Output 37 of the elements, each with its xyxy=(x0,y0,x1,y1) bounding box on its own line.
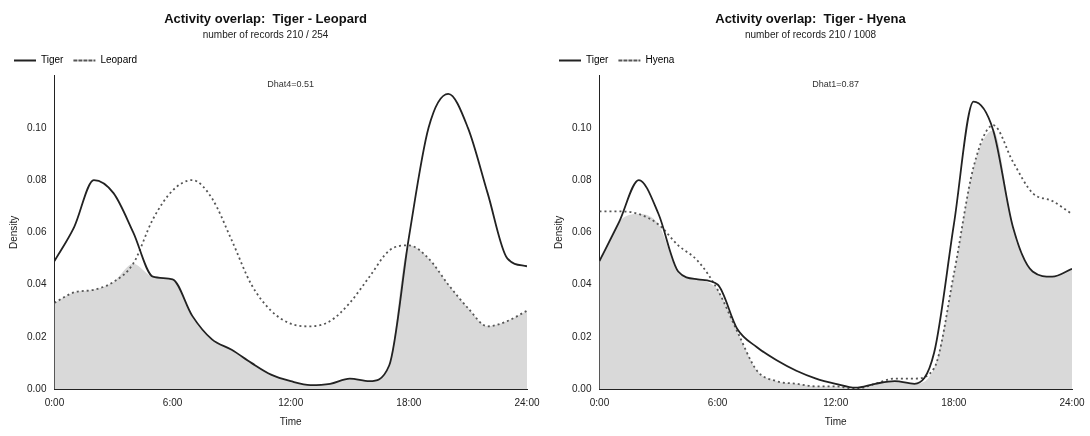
x-tick-label: 24:00 xyxy=(1059,396,1085,408)
y-tick-label: 0.04 xyxy=(26,278,47,290)
y-tick-label: 0.00 xyxy=(26,382,47,394)
x-tick-label: 12:00 xyxy=(823,396,849,408)
chart-subtitle: number of records 210 / 254 xyxy=(202,29,329,41)
y-tick-label: 0.08 xyxy=(26,173,47,185)
line-series xyxy=(54,179,527,328)
y-tick-label: 0.10 xyxy=(26,121,47,133)
y-tick-label: 0.02 xyxy=(571,330,592,342)
x-tick-label: 18:00 xyxy=(941,396,967,408)
x-tick-label: 18:00 xyxy=(396,396,422,408)
legend-label: Tiger xyxy=(586,54,610,66)
y-axis-title: Density xyxy=(552,215,564,249)
x-tick-label: 6:00 xyxy=(162,396,183,408)
legend-label: Leopard xyxy=(100,54,138,66)
y-tick-label: 0.00 xyxy=(571,382,592,394)
y-tick-label: 0.08 xyxy=(571,173,592,185)
x-tick-label: 0:00 xyxy=(589,396,610,408)
y-tick-label: 0.04 xyxy=(571,278,592,290)
x-tick-label: 6:00 xyxy=(707,396,728,408)
legend-label: Hyena xyxy=(645,54,675,66)
x-tick-label: 24:00 xyxy=(514,396,540,408)
chart-title: Activity overlap: Tiger - Hyena xyxy=(715,11,907,27)
y-tick-label: 0.02 xyxy=(26,330,47,342)
x-tick-label: 12:00 xyxy=(278,396,304,408)
y-tick-label: 0.06 xyxy=(571,226,592,238)
x-axis-title: Time xyxy=(824,415,848,427)
legend-label: Tiger xyxy=(41,54,65,66)
y-tick-label: 0.06 xyxy=(26,226,47,238)
y-axis-title: Density xyxy=(7,215,19,249)
annotation: Dhat1=0.87 xyxy=(812,78,860,89)
chart-title: Activity overlap: Tiger - Leopard xyxy=(164,11,367,27)
x-tick-label: 0:00 xyxy=(44,396,65,408)
annotation: Dhat4=0.51 xyxy=(267,78,315,89)
y-tick-label: 0.10 xyxy=(571,121,592,133)
chart-subtitle: number of records 210 / 1008 xyxy=(744,29,877,41)
x-axis-title: Time xyxy=(279,415,303,427)
